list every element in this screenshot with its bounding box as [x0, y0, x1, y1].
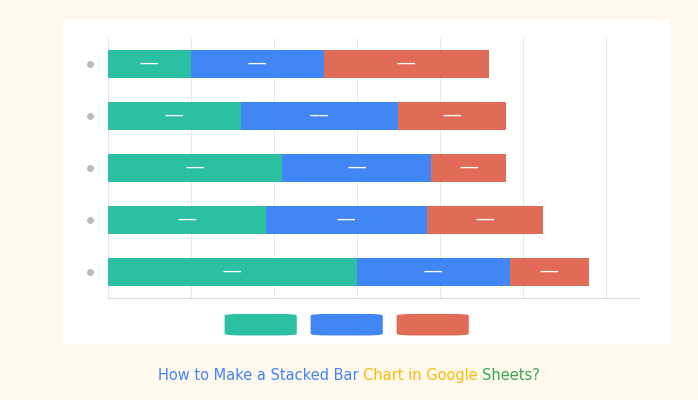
Bar: [108, 258, 357, 286]
Text: ——: ——: [397, 59, 416, 69]
Bar: [108, 50, 191, 78]
Bar: [108, 154, 282, 182]
Bar: [108, 102, 241, 130]
Text: ——: ——: [177, 215, 197, 225]
Bar: [191, 50, 324, 78]
Bar: [399, 102, 506, 130]
Bar: [510, 258, 589, 286]
FancyBboxPatch shape: [311, 314, 383, 336]
Bar: [431, 154, 506, 182]
Text: ——: ——: [165, 111, 184, 121]
Text: Chart in Google: Chart in Google: [363, 368, 482, 383]
Bar: [282, 154, 431, 182]
Text: ——: ——: [223, 267, 242, 277]
Text: ——: ——: [459, 163, 479, 173]
Text: ——: ——: [475, 215, 495, 225]
Bar: [324, 50, 489, 78]
Bar: [108, 206, 266, 234]
Text: ——: ——: [424, 267, 443, 277]
Text: ——: ——: [443, 111, 462, 121]
Bar: [241, 102, 399, 130]
Text: How to Make a Stacked Bar: How to Make a Stacked Bar: [158, 368, 363, 383]
FancyBboxPatch shape: [396, 314, 469, 336]
Text: Sheets?: Sheets?: [482, 368, 540, 383]
Text: ——: ——: [336, 215, 356, 225]
Text: ——: ——: [540, 267, 559, 277]
Bar: [357, 258, 510, 286]
Text: ——: ——: [186, 163, 205, 173]
Text: ——: ——: [248, 59, 267, 69]
Text: ——: ——: [347, 163, 366, 173]
Bar: [427, 206, 543, 234]
Bar: [266, 206, 427, 234]
Text: ——: ——: [140, 59, 159, 69]
FancyBboxPatch shape: [225, 314, 297, 336]
Text: ——: ——: [310, 111, 329, 121]
